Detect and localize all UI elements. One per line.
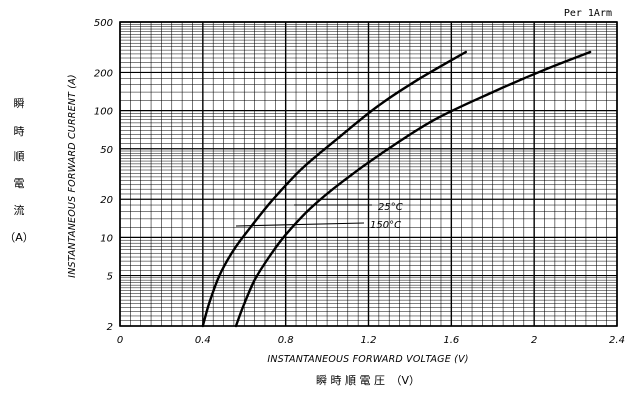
- x-tick-label: 0.8: [278, 335, 294, 346]
- y-axis-title-jp-char: 瞬: [14, 97, 25, 110]
- legend-label: 150°C: [370, 220, 401, 231]
- legend-label: 25°C: [378, 202, 403, 213]
- y-axis-title-jp-char: （A）: [4, 231, 34, 244]
- x-axis-title: INSTANTANEOUS FORWARD VOLTAGE (V): [267, 354, 468, 365]
- plot-frame: [119, 21, 618, 327]
- y-tick-label: 500: [94, 18, 113, 29]
- y-tick-label: 5: [107, 272, 113, 283]
- series-line-25c: [201, 50, 467, 328]
- chart-curves: [201, 50, 592, 328]
- y-tick-label: 100: [94, 107, 113, 118]
- y-tick-label: 10: [100, 233, 113, 244]
- x-tick-label: 1.6: [443, 335, 459, 346]
- note-label: Per 1Arm: [564, 8, 612, 19]
- x-tick-label: 0.4: [195, 335, 211, 346]
- x-tick-label: 0: [117, 335, 123, 346]
- y-axis-title-jp-char: 流: [14, 203, 25, 217]
- y-axis-title-jp-char: 電: [14, 177, 25, 190]
- chart-legend: 25°C 150°C: [235, 202, 403, 231]
- series-line-150c: [234, 50, 592, 328]
- y-tick-label: 20: [100, 195, 113, 206]
- x-tick-label: 2.4: [609, 335, 625, 346]
- x-tick-label: 2: [531, 335, 537, 346]
- legend-leader-line: [235, 222, 365, 227]
- y-tick-label: 50: [100, 145, 113, 156]
- y-axis-title-jp-char: 順: [14, 150, 25, 163]
- x-axis-title-jp: 瞬 時 順 電 圧 （V）: [316, 374, 420, 387]
- x-tick-label: 1.2: [361, 335, 377, 346]
- y-axis-title: INSTANTANEOUS FORWARD CURRENT (A): [67, 74, 78, 278]
- chart-grid: [119, 21, 618, 327]
- y-tick-label: 200: [94, 68, 113, 79]
- chart-ticks: 0 0.4 0.8 1.2 1.6 2 2.4 2 5 10 20 50 100 200 500: [94, 18, 625, 346]
- y-tick-label: 2: [107, 322, 113, 333]
- y-axis-title-jp-char: 時: [14, 125, 25, 138]
